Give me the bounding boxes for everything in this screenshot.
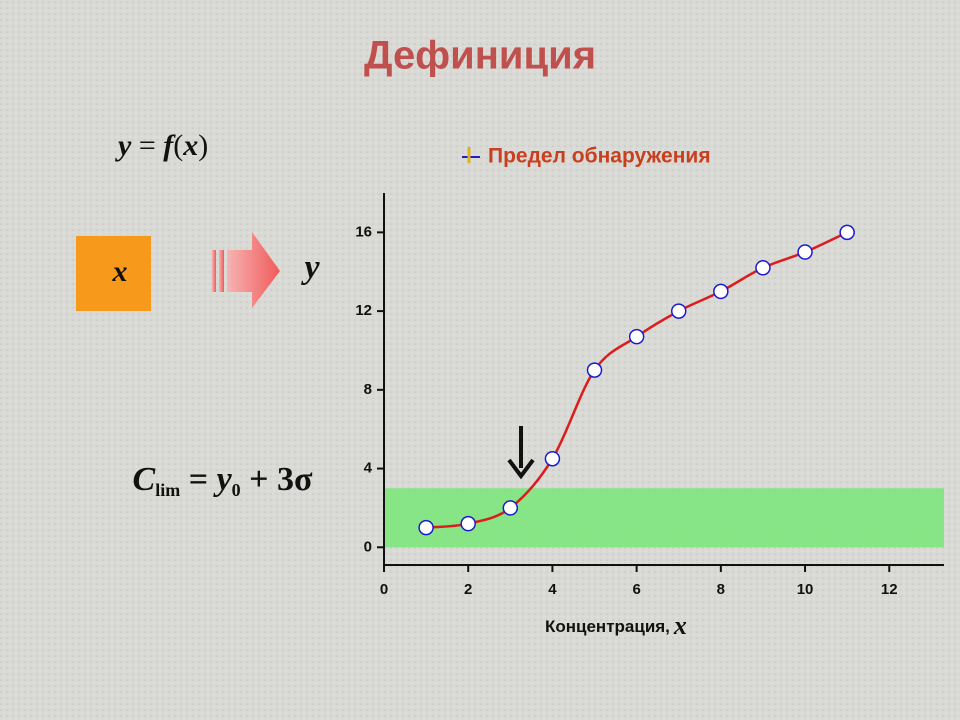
- formula-part: C: [133, 461, 156, 498]
- x-tick-label: 10: [797, 581, 814, 598]
- arrow: [212, 232, 280, 308]
- y-tick-label: 4: [364, 460, 373, 477]
- threshold-band: [384, 488, 944, 548]
- y-tick-label: 8: [364, 381, 372, 398]
- formula-part: =: [131, 129, 163, 162]
- data-point: [755, 260, 771, 276]
- formula-part: 0: [232, 480, 241, 500]
- output-label: y: [300, 249, 320, 286]
- input-label: x: [112, 255, 128, 288]
- x-tick-label: 0: [380, 581, 388, 598]
- plot: 0 4 8 12 16 0 2 4 6 8 10 12: [355, 193, 944, 598]
- data-point: [544, 450, 561, 467]
- data-point: [839, 224, 855, 241]
- formula-part: x: [182, 129, 198, 162]
- formula-part: ): [198, 129, 208, 162]
- x-axis-label-text: Концентрация,: [545, 617, 670, 636]
- y-tick-label: 0: [364, 538, 372, 555]
- data-point: [713, 283, 729, 300]
- formula-part: + 3σ: [241, 461, 313, 498]
- data-point: [586, 362, 603, 378]
- formula: y = f(x): [115, 129, 208, 162]
- x-tick-label: 6: [632, 581, 640, 598]
- formula-part: =: [180, 461, 216, 498]
- legend: Предел обнаружения: [462, 145, 711, 168]
- slide-title: Дефиниция: [364, 34, 596, 78]
- y-tick-label: 16: [355, 223, 372, 240]
- x-axis-label: Концентрация, x: [545, 611, 687, 640]
- data-point: [628, 328, 645, 345]
- x-tick-label: 12: [881, 581, 898, 598]
- data-point: [797, 244, 813, 260]
- legend-label: Предел обнаружения: [488, 145, 711, 168]
- formula-part: f: [163, 129, 176, 162]
- x-axis-label-symbol: x: [673, 611, 687, 640]
- formula-part: (: [173, 129, 183, 162]
- y-tick-label: 12: [355, 302, 372, 319]
- data-point: [502, 500, 519, 516]
- x-tick-label: 4: [548, 581, 557, 598]
- data-point: [418, 519, 434, 536]
- input-box: [76, 236, 151, 311]
- formula-part: y: [115, 129, 132, 162]
- data-point: [460, 515, 476, 532]
- x-tick-label: 8: [717, 581, 725, 598]
- formula-part: lim: [155, 480, 180, 500]
- x-tick-label: 2: [464, 581, 472, 598]
- pointer-arrow: [507, 426, 535, 480]
- formula: Clim = y0 + 3σ: [90, 461, 338, 500]
- formula-part: y: [213, 461, 233, 498]
- data-point: [670, 303, 687, 319]
